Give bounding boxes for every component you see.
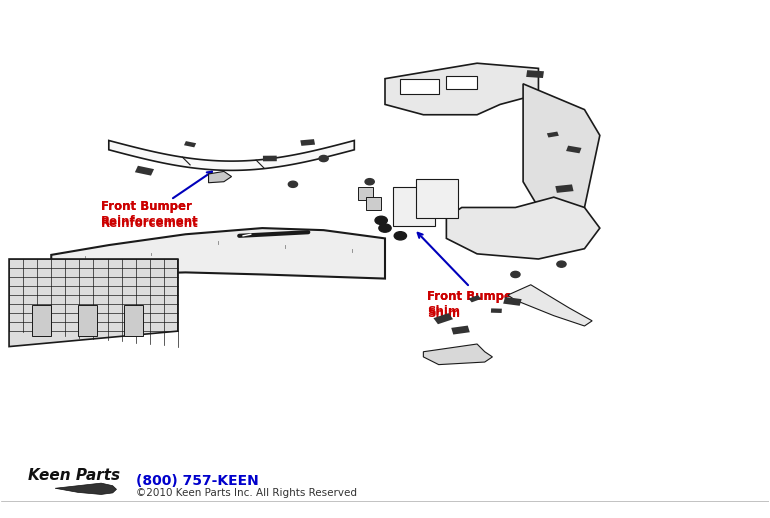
Polygon shape xyxy=(9,259,178,347)
Circle shape xyxy=(288,181,297,188)
Polygon shape xyxy=(424,344,492,365)
Bar xyxy=(561,141,580,152)
Polygon shape xyxy=(507,285,592,326)
Text: ©2010 Keen Parts Inc. All Rights Reserved: ©2010 Keen Parts Inc. All Rights Reserve… xyxy=(136,488,357,498)
Bar xyxy=(393,187,435,225)
Polygon shape xyxy=(109,140,354,170)
Bar xyxy=(441,319,452,323)
Circle shape xyxy=(557,261,566,267)
Bar xyxy=(416,179,458,218)
Text: Keen Parts: Keen Parts xyxy=(28,468,120,483)
Bar xyxy=(124,306,143,336)
Polygon shape xyxy=(52,228,385,279)
Text: Front Bumper Bar
Shim: Front Bumper Bar Shim xyxy=(417,233,545,318)
Bar xyxy=(78,306,97,336)
Polygon shape xyxy=(209,171,232,183)
Bar xyxy=(525,69,543,77)
Circle shape xyxy=(394,232,407,240)
Bar xyxy=(472,298,484,306)
Circle shape xyxy=(319,155,328,162)
Bar xyxy=(506,298,517,303)
Circle shape xyxy=(375,216,387,224)
Bar xyxy=(358,187,373,200)
Bar xyxy=(303,141,314,146)
Bar xyxy=(182,141,199,150)
Bar xyxy=(456,328,467,333)
Bar xyxy=(558,186,573,193)
Text: (800) 757-KEEN: (800) 757-KEEN xyxy=(136,474,259,488)
Bar xyxy=(135,165,152,172)
Polygon shape xyxy=(447,197,600,259)
Bar xyxy=(483,303,503,314)
Bar xyxy=(262,155,280,164)
Text: Front Bumper Bar
Shim: Front Bumper Bar Shim xyxy=(427,290,545,320)
Polygon shape xyxy=(385,63,538,115)
Polygon shape xyxy=(523,84,600,218)
Circle shape xyxy=(511,271,520,278)
Circle shape xyxy=(365,179,374,185)
Bar xyxy=(366,197,381,210)
Polygon shape xyxy=(55,483,116,495)
Circle shape xyxy=(379,224,391,232)
Bar xyxy=(400,79,439,94)
Bar xyxy=(447,76,477,89)
Text: Front Bumper
Reinforcement: Front Bumper Reinforcement xyxy=(101,171,212,228)
Bar xyxy=(547,133,563,141)
Bar xyxy=(32,306,52,336)
Text: Front Bumper
Reinforcement: Front Bumper Reinforcement xyxy=(101,200,199,230)
